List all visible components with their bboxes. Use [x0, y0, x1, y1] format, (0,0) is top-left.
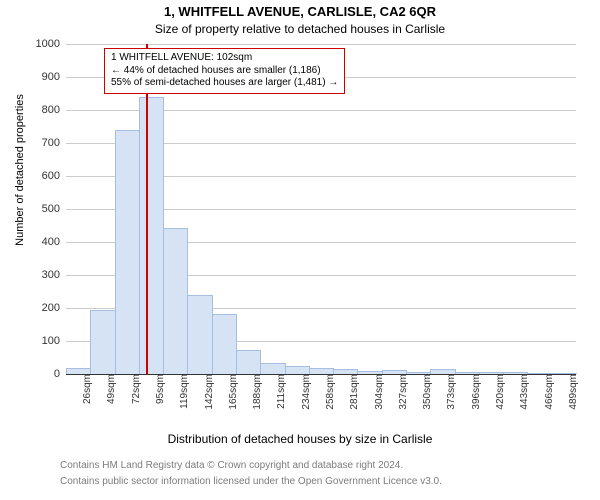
y-tick-label: 700 — [20, 137, 60, 149]
histogram-bar — [236, 350, 261, 374]
histogram-bar — [115, 130, 140, 374]
x-tick-label: 95sqm — [155, 374, 166, 404]
x-tick-label: 396sqm — [471, 374, 482, 410]
histogram-bar — [285, 366, 310, 374]
x-tick-label: 327sqm — [398, 374, 409, 410]
x-tick-label: 72sqm — [131, 374, 142, 404]
y-tick-label: 100 — [20, 335, 60, 347]
chart-container: 1, WHITFELL AVENUE, CARLISLE, CA2 6QR Si… — [0, 0, 600, 500]
y-tick-label: 0 — [20, 368, 60, 380]
x-tick-label: 234sqm — [301, 374, 312, 410]
gridline — [66, 44, 576, 45]
histogram-bar — [187, 295, 212, 374]
y-tick-label: 900 — [20, 71, 60, 83]
x-tick-label: 49sqm — [106, 374, 117, 404]
y-tick-label: 500 — [20, 203, 60, 215]
y-tick-label: 800 — [20, 104, 60, 116]
x-tick-label: 420sqm — [495, 374, 506, 410]
annotation-box: 1 WHITFELL AVENUE: 102sqm← 44% of detach… — [104, 48, 345, 94]
y-tick-label: 1000 — [20, 38, 60, 50]
annotation-line: 1 WHITFELL AVENUE: 102sqm — [111, 52, 338, 65]
x-tick-label: 373sqm — [446, 374, 457, 410]
property-marker-line — [146, 44, 148, 374]
footnote-line-2: Contains public sector information licen… — [60, 476, 442, 487]
histogram-bar — [90, 310, 115, 374]
title-text: 1, WHITFELL AVENUE, CARLISLE, CA2 6QR — [164, 4, 436, 19]
x-axis-caption: Distribution of detached houses by size … — [0, 432, 600, 446]
y-tick-label: 300 — [20, 269, 60, 281]
annotation-line: 55% of semi-detached houses are larger (… — [111, 77, 338, 90]
y-tick-label: 600 — [20, 170, 60, 182]
x-tick-label: 489sqm — [568, 374, 579, 410]
footnote-line-1: Contains HM Land Registry data © Crown c… — [60, 460, 403, 471]
y-tick-label: 200 — [20, 302, 60, 314]
page-title: 1, WHITFELL AVENUE, CARLISLE, CA2 6QR — [0, 4, 600, 19]
x-tick-label: 211sqm — [276, 374, 287, 409]
x-tick-label: 281sqm — [349, 374, 360, 410]
annotation-line: ← 44% of detached houses are smaller (1,… — [111, 65, 338, 78]
page-subtitle: Size of property relative to detached ho… — [0, 22, 600, 36]
x-tick-label: 26sqm — [82, 374, 93, 404]
x-tick-label: 142sqm — [204, 374, 215, 410]
x-tick-label: 119sqm — [179, 374, 190, 409]
histogram-bar — [212, 314, 237, 374]
x-tick-label: 165sqm — [228, 374, 239, 410]
y-tick-label: 400 — [20, 236, 60, 248]
histogram-bar — [139, 97, 164, 374]
x-tick-label: 443sqm — [519, 374, 530, 410]
x-tick-label: 188sqm — [252, 374, 263, 410]
chart-plot-area: 0100200300400500600700800900100026sqm49s… — [66, 44, 576, 374]
x-tick-label: 350sqm — [422, 374, 433, 410]
histogram-bar — [260, 363, 285, 374]
histogram-bar — [163, 228, 188, 374]
x-tick-label: 466sqm — [544, 374, 555, 410]
x-tick-label: 304sqm — [374, 374, 385, 410]
subtitle-text: Size of property relative to detached ho… — [155, 22, 445, 36]
x-tick-label: 258sqm — [325, 374, 336, 410]
